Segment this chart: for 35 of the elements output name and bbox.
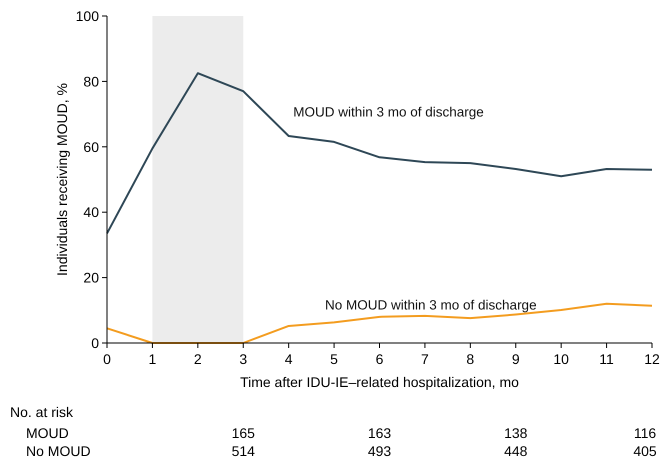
line-series bbox=[106, 72, 653, 234]
x-tick-label: 5 bbox=[330, 351, 338, 367]
x-tick-label: 10 bbox=[553, 351, 570, 367]
y-tick-label: 20 bbox=[83, 270, 100, 286]
text: 448 bbox=[504, 443, 528, 459]
x-tick-label: 12 bbox=[644, 351, 660, 367]
text: 514 bbox=[232, 443, 256, 459]
text: 405 bbox=[633, 443, 657, 459]
x-tick-label: 7 bbox=[421, 351, 430, 367]
text: No MOUD bbox=[26, 443, 91, 459]
x-tick-label: 9 bbox=[512, 351, 520, 367]
y-tick-label: 0 bbox=[91, 335, 100, 351]
text: 493 bbox=[368, 443, 392, 459]
text: 165 bbox=[232, 425, 256, 441]
x-tick-label: 2 bbox=[194, 351, 202, 367]
x-axis-title: Time after IDU-IE–related hospitalization, mo bbox=[240, 374, 520, 390]
series-label: No MOUD within 3 mo of discharge bbox=[325, 298, 537, 313]
y-axis-title: Individuals receiving MOUD, % bbox=[54, 83, 70, 276]
y-tick-label: 60 bbox=[83, 138, 100, 155]
x-tick-label: 8 bbox=[466, 351, 474, 367]
x-tick-label: 0 bbox=[103, 351, 112, 367]
text: 116 bbox=[634, 425, 656, 441]
text: MOUD bbox=[26, 425, 69, 441]
text: No. at risk bbox=[10, 404, 74, 420]
x-tick-label: 3 bbox=[239, 351, 248, 367]
y-tick-label: 100 bbox=[76, 8, 100, 24]
y-tick-label: 80 bbox=[83, 73, 100, 90]
x-tick-label: 1 bbox=[148, 351, 157, 367]
y-tick-label: 40 bbox=[83, 204, 100, 220]
text: 163 bbox=[368, 425, 392, 441]
text: 138 bbox=[504, 425, 528, 441]
x-tick-label: 11 bbox=[599, 351, 614, 367]
series-label: MOUD within 3 mo of discharge bbox=[293, 104, 484, 120]
x-tick-label: 4 bbox=[284, 351, 293, 367]
x-tick-label: 6 bbox=[376, 351, 384, 367]
